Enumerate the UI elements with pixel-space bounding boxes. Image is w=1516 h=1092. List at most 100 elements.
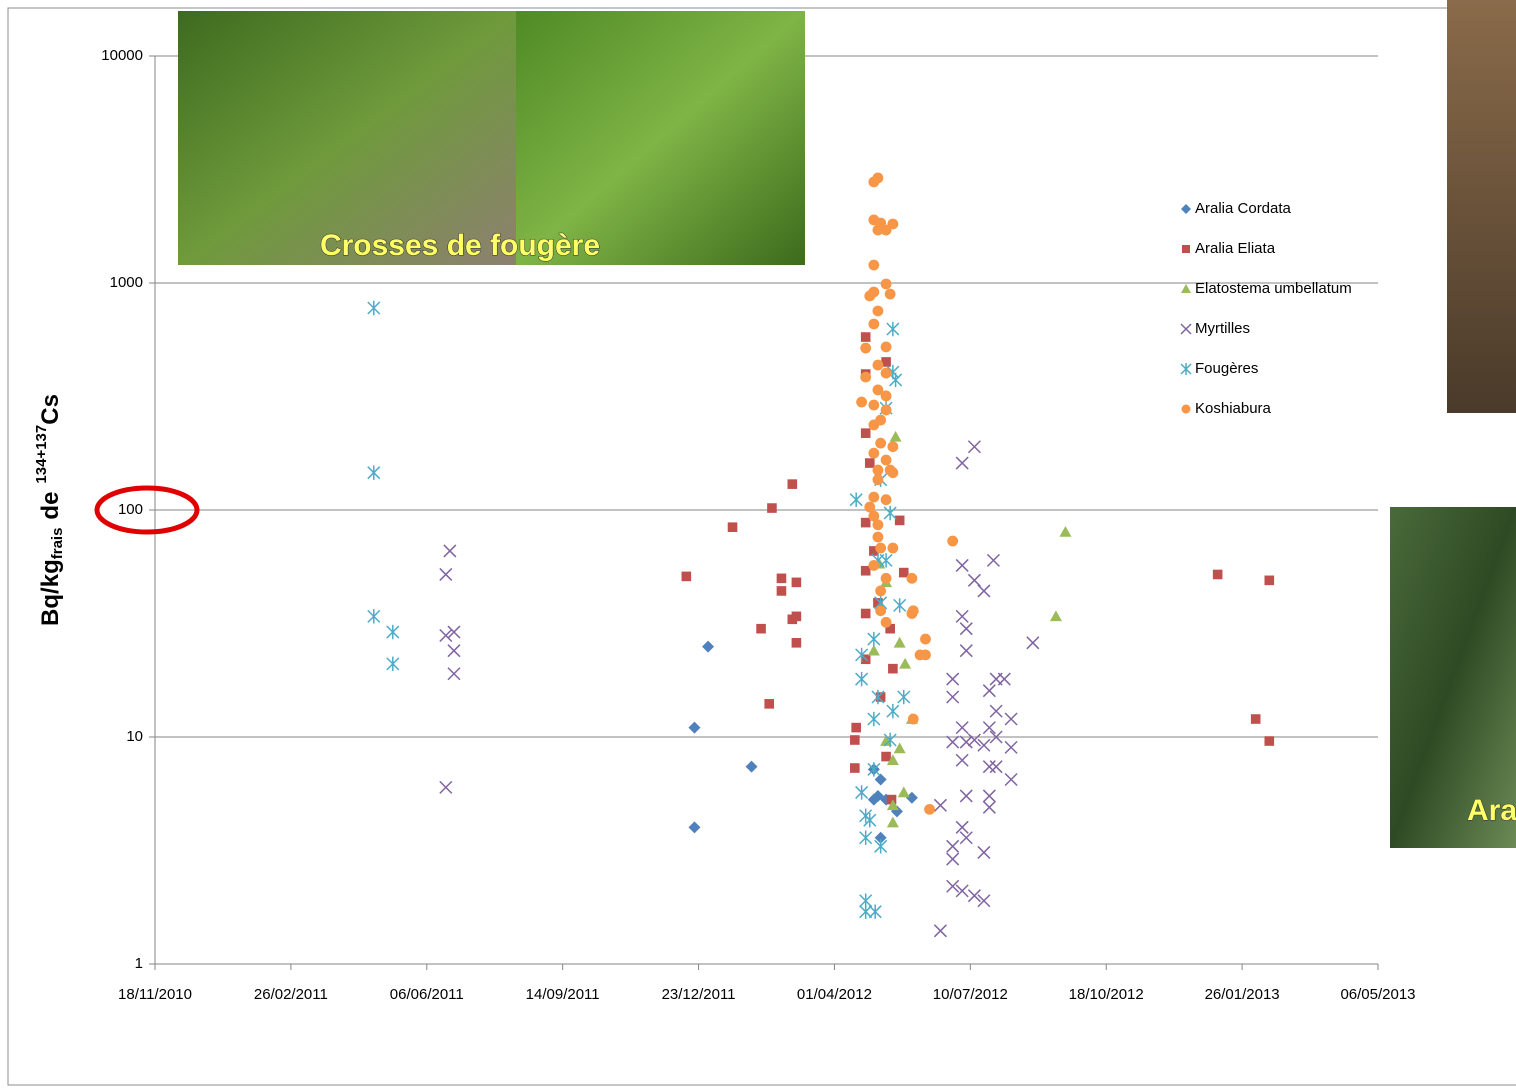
- data-point: [860, 342, 872, 354]
- y-tick-label: 10: [126, 728, 143, 745]
- data-point: [439, 567, 453, 581]
- data-point: [868, 419, 880, 431]
- data-point: [886, 703, 900, 719]
- data-point: [880, 572, 892, 584]
- data-point: [982, 760, 996, 774]
- data-point: [886, 799, 899, 811]
- data-point: [977, 738, 991, 752]
- data-point: [989, 730, 1003, 744]
- legend-label: Koshiabura: [1195, 400, 1272, 417]
- data-point: [889, 430, 902, 442]
- data-point: [874, 773, 887, 786]
- data-point: [883, 732, 897, 748]
- data-point: [864, 290, 876, 302]
- data-point: [867, 762, 881, 777]
- data-point: [871, 689, 885, 705]
- x-tick-label: 06/05/2013: [1340, 986, 1415, 1003]
- data-point: [982, 684, 996, 698]
- data-point: [868, 318, 880, 330]
- data-point: [872, 474, 884, 486]
- data-point: [977, 894, 991, 908]
- data-point: [959, 735, 973, 749]
- data-point: [791, 611, 802, 622]
- data-point: [893, 742, 906, 754]
- data-point: [955, 609, 969, 623]
- data-point: [899, 657, 912, 669]
- data-point: [933, 924, 947, 938]
- data-point: [875, 437, 887, 449]
- data-point: [1004, 740, 1018, 754]
- data-point: [872, 359, 884, 371]
- data-point: [776, 573, 787, 584]
- data-point: [1059, 525, 1072, 537]
- photo: [1447, 0, 1516, 413]
- data-point: [920, 633, 931, 645]
- legend-marker: [1181, 284, 1191, 293]
- data-point: [702, 640, 715, 653]
- data-point: [367, 609, 381, 624]
- data-point: [933, 798, 947, 812]
- data-point: [868, 510, 880, 522]
- data-point: [1049, 610, 1062, 622]
- data-point: [868, 491, 880, 503]
- data-point: [880, 616, 892, 628]
- data-point: [875, 692, 886, 702]
- data-point: [856, 396, 868, 408]
- photo-caption: Ara: [1467, 794, 1516, 827]
- x-tick-label: 14/09/2011: [526, 986, 600, 1003]
- data-point: [977, 584, 991, 598]
- data-point: [906, 572, 918, 584]
- data-point: [886, 816, 899, 828]
- data-point: [989, 760, 1003, 774]
- data-point: [889, 372, 903, 388]
- data-point: [946, 672, 960, 686]
- data-point: [867, 793, 880, 806]
- data-point: [367, 300, 381, 316]
- data-point: [688, 821, 701, 834]
- data-point: [887, 441, 899, 453]
- data-point: [859, 830, 873, 845]
- legend-marker: [1181, 404, 1191, 414]
- x-tick-label: 18/10/2012: [1069, 986, 1144, 1003]
- data-point: [924, 803, 935, 815]
- data-point: [959, 644, 973, 658]
- x-tick-label: 26/02/2011: [254, 986, 328, 1003]
- y-axis-label: Bq/kgfrais de 134+137Cs: [33, 394, 66, 626]
- legend-label: Myrtilles: [1195, 320, 1250, 337]
- data-point: [864, 458, 875, 468]
- data-point: [914, 649, 926, 661]
- data-point: [851, 722, 861, 733]
- data-point: [880, 404, 892, 416]
- data-point: [869, 546, 879, 556]
- data-point: [986, 553, 1000, 567]
- data-point: [860, 517, 871, 528]
- data-point: [850, 735, 860, 745]
- y-tick-label: 1: [135, 955, 143, 972]
- data-point: [885, 623, 895, 634]
- data-point: [1212, 569, 1223, 580]
- data-point: [860, 371, 872, 383]
- data-point: [894, 515, 905, 526]
- x-tick-label: 06/06/2011: [390, 986, 464, 1003]
- data-point: [959, 789, 973, 803]
- data-point: [946, 839, 960, 853]
- data-point: [875, 605, 887, 617]
- data-point: [386, 656, 400, 672]
- data-point: [860, 608, 871, 619]
- data-point: [850, 763, 860, 773]
- data-point: [880, 494, 892, 506]
- data-point: [864, 501, 876, 513]
- legend-label: Fougères: [1195, 360, 1258, 377]
- data-point: [888, 663, 898, 674]
- data-point: [967, 889, 981, 903]
- data-point: [886, 794, 897, 805]
- data-point: [867, 644, 880, 656]
- plot-area: 1 10 100 1000 10000 18/11/2010 26/02/2011 06/06…: [101, 47, 1415, 1003]
- x-tick-label: 26/01/2013: [1205, 986, 1280, 1003]
- legend-label: Aralia Cordata: [1195, 200, 1292, 217]
- data-point: [886, 321, 900, 337]
- data-point: [764, 699, 775, 709]
- data-point: [756, 623, 766, 634]
- data-point: [883, 505, 897, 521]
- data-point: [860, 332, 871, 342]
